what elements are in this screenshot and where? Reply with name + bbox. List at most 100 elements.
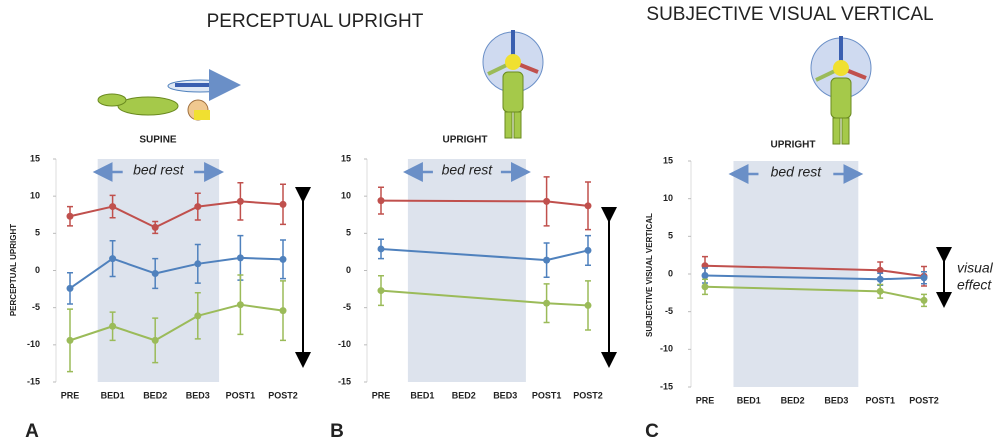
x-tick-label: BED3: [493, 390, 517, 400]
y-tick-label: 5: [35, 228, 40, 238]
x-tick-label: PRE: [61, 390, 80, 400]
x-tick-label: BED3: [824, 395, 848, 405]
y-tick-label: 5: [346, 228, 351, 238]
data-point: [236, 254, 244, 262]
series-line: [704, 274, 881, 281]
series-line: [154, 205, 199, 229]
data-point: [151, 269, 159, 277]
data-point: [151, 223, 159, 231]
y-tick-label: 0: [668, 268, 673, 278]
series-line: [546, 200, 589, 207]
annotation: bed rest: [771, 164, 823, 180]
series-line: [704, 264, 881, 272]
series-line: [880, 276, 925, 281]
data-point: [701, 272, 709, 280]
y-tick-label: 0: [35, 265, 40, 275]
chart-title: SUBJECTIVE VISUAL VERTICAL: [646, 4, 933, 25]
series-line: [704, 285, 881, 293]
x-tick-label: POST2: [268, 390, 298, 400]
data-point: [279, 307, 287, 315]
panel-label: A: [25, 421, 39, 442]
data-point: [151, 336, 159, 344]
bed-rest-shading: [97, 159, 220, 382]
data-point: [920, 274, 928, 282]
series-line: [69, 257, 114, 290]
data-point: [876, 266, 884, 274]
y-tick-label: -5: [665, 306, 673, 316]
data-point: [194, 312, 202, 320]
x-tick-label: BED2: [781, 395, 805, 405]
data-point: [876, 275, 884, 283]
data-point: [377, 287, 385, 295]
bed-rest-shading: [733, 161, 859, 387]
data-point: [66, 336, 74, 344]
panel-label: B: [330, 421, 344, 442]
y-tick-label: 15: [341, 153, 351, 163]
side-note: visual: [957, 260, 994, 276]
y-tick-label: -10: [27, 339, 40, 349]
y-axis-title: PERCEPTUAL UPRIGHT: [9, 224, 18, 316]
series-line: [546, 249, 589, 262]
y-tick-label: 5: [668, 231, 673, 241]
series-line: [112, 257, 156, 275]
y-tick-label: -5: [32, 302, 40, 312]
data-point: [701, 283, 709, 291]
data-point: [543, 299, 551, 307]
x-tick-label: POST2: [573, 390, 603, 400]
y-tick-label: -15: [660, 381, 673, 391]
data-point: [543, 197, 551, 205]
series-line: [69, 325, 113, 342]
subtitle: SUPINE: [139, 135, 177, 146]
data-point: [194, 203, 202, 211]
supine-figure-icon: [97, 69, 241, 121]
y-tick-label: 10: [30, 191, 40, 201]
y-tick-label: 15: [663, 155, 673, 165]
series-line: [69, 205, 113, 218]
x-tick-label: BED1: [737, 395, 761, 405]
series-line: [380, 199, 547, 203]
annotation: bed rest: [442, 162, 494, 178]
series-line: [197, 200, 241, 208]
series-line: [380, 247, 547, 262]
series-line: [154, 262, 199, 275]
series-line: [240, 256, 284, 261]
y-tick-label: -15: [338, 376, 351, 386]
series-line: [240, 200, 284, 206]
data-point: [66, 284, 74, 292]
series-line: [197, 256, 241, 265]
data-point: [543, 256, 551, 264]
x-tick-label: POST1: [865, 395, 895, 405]
series-line: [879, 290, 925, 302]
data-point: [584, 246, 592, 254]
x-tick-label: BED1: [410, 390, 434, 400]
data-point: [876, 287, 884, 295]
series-line: [197, 303, 241, 317]
series-line: [112, 325, 156, 342]
panel-label: C: [645, 421, 659, 442]
data-point: [236, 301, 244, 309]
series-line: [380, 289, 547, 305]
x-tick-label: POST1: [226, 390, 256, 400]
upright-figure-icon: [482, 30, 544, 139]
data-point: [377, 245, 385, 253]
x-tick-label: POST1: [532, 390, 562, 400]
series-line: [546, 302, 589, 307]
y-tick-label: -10: [338, 339, 351, 349]
annotation: bed rest: [133, 162, 185, 178]
data-point: [109, 203, 117, 211]
y-tick-label: 10: [663, 193, 673, 203]
y-tick-label: 0: [346, 265, 351, 275]
data-point: [279, 255, 287, 263]
y-tick-label: 10: [341, 191, 351, 201]
upright-figure-icon: [810, 36, 872, 145]
chart-title: PERCEPTUAL UPRIGHT: [207, 11, 424, 32]
x-tick-label: BED3: [186, 390, 210, 400]
x-tick-label: PRE: [696, 395, 715, 405]
data-point: [236, 197, 244, 205]
x-tick-label: PRE: [372, 390, 391, 400]
y-axis-title: SUBJECTIVE VISUAL VERTICAL: [645, 213, 654, 337]
data-point: [920, 296, 928, 304]
series-line: [240, 303, 284, 312]
data-point: [584, 301, 592, 309]
data-point: [66, 212, 74, 220]
